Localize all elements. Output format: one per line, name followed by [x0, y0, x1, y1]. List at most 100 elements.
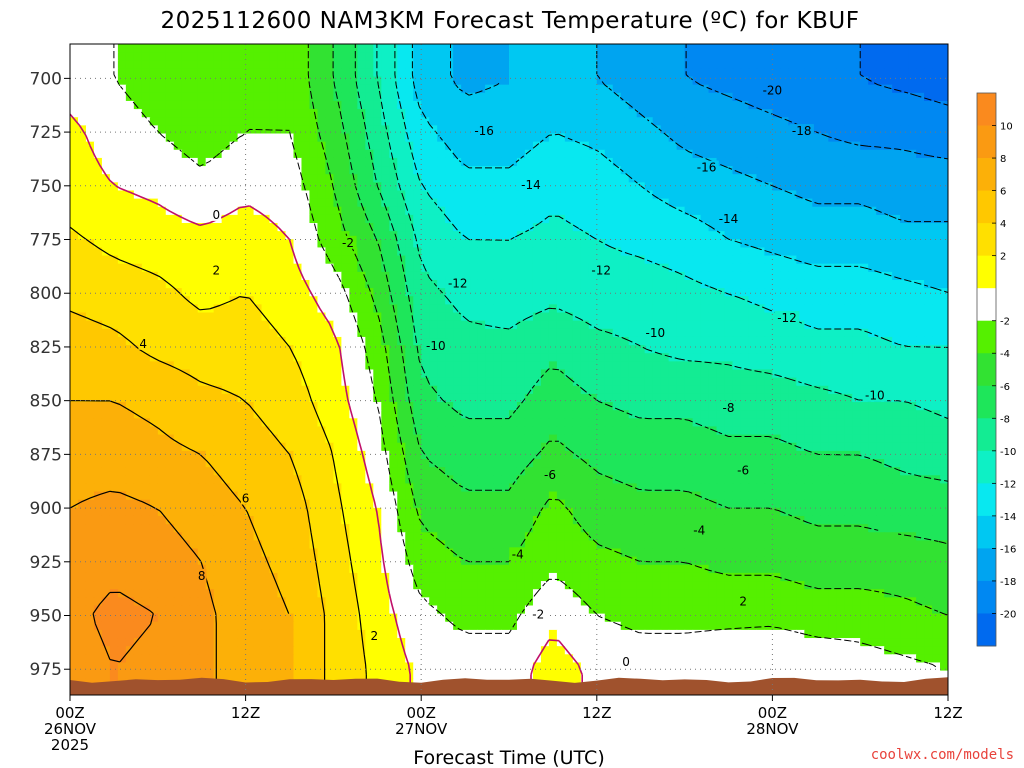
heatmap-cell	[269, 117, 279, 126]
heatmap-cell	[916, 255, 925, 265]
heatmap-cell	[149, 255, 159, 265]
heatmap-cell	[524, 84, 534, 94]
heatmap-cell	[812, 206, 821, 216]
heatmap-cell	[540, 271, 550, 281]
heatmap-cell	[852, 328, 861, 338]
heatmap-cell	[493, 68, 502, 78]
heatmap-cell	[333, 247, 342, 257]
heatmap-cell	[365, 304, 374, 314]
heatmap-cell	[461, 336, 470, 346]
heatmap-cell	[924, 255, 933, 265]
heatmap-cell	[70, 393, 79, 403]
heatmap-cell	[876, 68, 885, 78]
heatmap-cell	[628, 52, 638, 61]
heatmap-cell	[117, 174, 127, 183]
heatmap-cell	[852, 402, 861, 411]
heatmap-cell	[333, 223, 342, 232]
heatmap-cell	[389, 214, 398, 224]
heatmap-cell	[141, 312, 151, 322]
heatmap-cell	[556, 402, 566, 411]
heatmap-cell	[652, 68, 662, 78]
heatmap-cell	[604, 353, 614, 362]
heatmap-cell	[501, 190, 510, 200]
heatmap-cell	[700, 377, 710, 387]
heatmap-cell	[932, 84, 941, 94]
heatmap-cell	[668, 117, 678, 126]
heatmap-cell	[405, 385, 414, 395]
heatmap-cell	[397, 328, 406, 338]
heatmap-cell	[932, 247, 941, 257]
heatmap-cell	[189, 271, 199, 281]
heatmap-cell	[852, 369, 861, 379]
heatmap-cell	[724, 239, 734, 249]
heatmap-cell	[77, 369, 87, 379]
heatmap-cell	[93, 92, 103, 102]
heatmap-cell	[828, 76, 837, 86]
heatmap-cell	[660, 174, 670, 183]
heatmap-cell	[884, 76, 893, 86]
heatmap-cell	[940, 231, 948, 240]
heatmap-cell	[509, 247, 518, 257]
heatmap-cell	[117, 255, 127, 265]
heatmap-cell	[77, 231, 87, 240]
heatmap-cell	[245, 182, 255, 192]
heatmap-cell	[580, 296, 590, 305]
heatmap-cell	[381, 133, 390, 143]
heatmap-cell	[900, 133, 909, 143]
heatmap-cell	[748, 109, 758, 118]
heatmap-cell	[141, 279, 151, 289]
heatmap-cell	[77, 157, 87, 167]
heatmap-cell	[900, 402, 909, 411]
heatmap-cell	[684, 353, 694, 362]
heatmap-cell	[389, 271, 398, 281]
heatmap-cell	[197, 231, 207, 240]
heatmap-cell	[413, 255, 422, 265]
heatmap-cell	[892, 182, 901, 192]
heatmap-cell	[788, 141, 797, 151]
heatmap-cell	[596, 345, 606, 354]
heatmap-cell	[181, 198, 191, 208]
heatmap-cell	[157, 271, 167, 281]
heatmap-cell	[445, 304, 454, 314]
heatmap-cell	[796, 247, 805, 257]
heatmap-cell	[844, 304, 853, 314]
heatmap-cell	[109, 231, 119, 240]
heatmap-cell	[405, 279, 414, 289]
heatmap-cell	[221, 385, 231, 395]
heatmap-cell	[836, 385, 845, 395]
heatmap-cell	[197, 361, 207, 371]
heatmap-cell	[301, 84, 311, 94]
heatmap-cell	[620, 166, 630, 175]
heatmap-cell	[85, 320, 95, 330]
heatmap-cell	[285, 296, 295, 305]
heatmap-cell	[564, 271, 574, 281]
heatmap-cell	[101, 320, 111, 330]
heatmap-cell	[85, 385, 95, 395]
heatmap-cell	[373, 385, 382, 395]
heatmap-cell	[301, 320, 311, 330]
heatmap-cell	[157, 52, 167, 61]
heatmap-cell	[628, 214, 638, 224]
heatmap-cell	[373, 190, 382, 200]
heatmap-cell	[429, 206, 438, 216]
heatmap-cell	[724, 255, 734, 265]
heatmap-cell	[197, 117, 207, 126]
heatmap-cell	[381, 214, 390, 224]
heatmap-cell	[788, 353, 797, 362]
heatmap-cell	[532, 296, 542, 305]
heatmap-cell	[117, 369, 127, 379]
heatmap-cell	[636, 166, 646, 175]
heatmap-cell	[740, 149, 750, 159]
heatmap-cell	[804, 109, 813, 118]
heatmap-cell	[397, 166, 406, 175]
heatmap-cell	[461, 304, 470, 314]
heatmap-cell	[684, 361, 694, 371]
heatmap-cell	[341, 320, 350, 330]
heatmap-cell	[836, 190, 845, 200]
heatmap-cell	[524, 133, 534, 143]
heatmap-cell	[413, 336, 422, 346]
heatmap-cell	[213, 336, 223, 346]
heatmap-cell	[349, 182, 358, 192]
heatmap-cell	[85, 271, 95, 281]
heatmap-cell	[604, 125, 614, 135]
